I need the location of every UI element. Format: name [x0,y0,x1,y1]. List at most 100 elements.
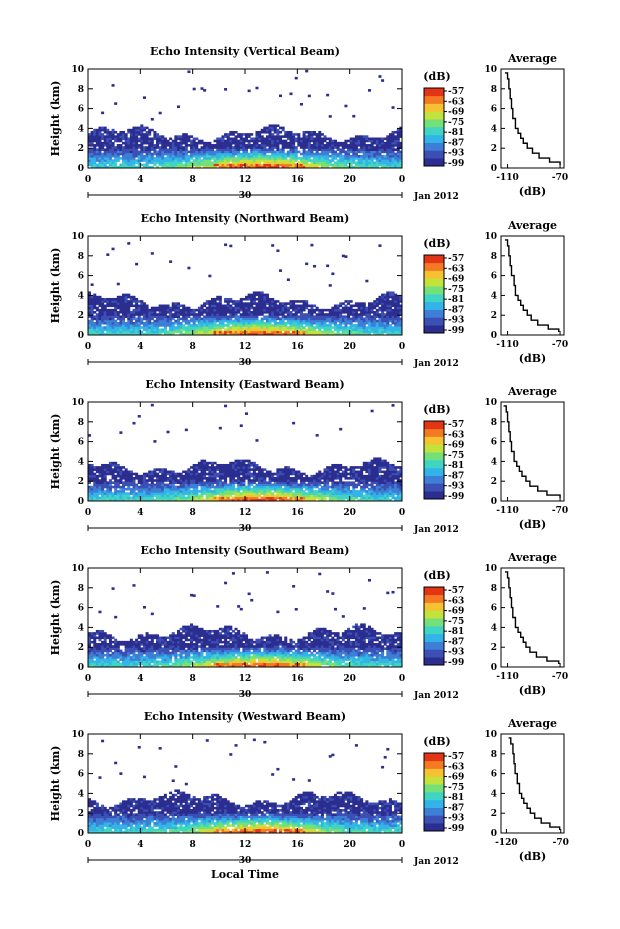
heatmap-cell [93,300,97,303]
heatmap-cell [93,492,97,495]
heatmap-cell [127,483,131,487]
heatmap-cell [203,161,207,165]
heatmap-cell [210,306,214,310]
heatmap-cell [307,152,311,156]
heatmap-cell [156,139,160,143]
heatmap-cell [347,152,351,156]
heatmap-cell [273,157,277,160]
heatmap-cell [210,297,214,301]
heatmap-cell [352,315,356,318]
heatmap-cell [263,126,267,130]
heatmap-cell [171,474,175,478]
heatmap-cell [299,163,303,167]
heatmap-cell [360,326,364,329]
heatmap-cell [391,135,395,138]
heatmap-cell [234,319,238,323]
heatmap-cell [218,477,222,480]
heatmap-cell [106,152,110,156]
heatmap-cell [299,308,303,312]
heatmap-cell [101,490,105,493]
heatmap-cell [357,148,361,151]
heatmap-cell [302,148,306,151]
heatmap-cell [237,311,241,314]
heatmap-cell [289,481,293,484]
heatmap-cell [289,306,293,310]
heatmap-cell [271,498,275,501]
heatmap-cell [169,494,173,498]
heatmap-cell [307,94,311,98]
heatmap-cell [268,311,272,314]
heatmap-cell [247,154,251,158]
heatmap-cell [93,293,97,297]
heatmap-cell [218,463,222,467]
heatmap-cell [349,137,353,141]
heatmap-cell [307,311,311,314]
heatmap-cell [231,146,235,149]
heatmap-cell [216,146,220,149]
heatmap-cell [98,157,102,160]
heatmap-cell [305,485,309,489]
heatmap-cell [88,487,92,491]
heatmap-cell [247,332,251,335]
heatmap-cell [231,474,235,478]
heatmap-cell [271,300,275,303]
heatmap-cell [156,330,160,334]
heatmap-cell [171,481,175,484]
heatmap-cell [341,326,345,329]
heatmap-cell [289,492,293,495]
heatmap-cell [114,165,118,168]
heatmap-cell [90,313,94,316]
heatmap-cell [197,461,201,465]
heatmap-cell [122,494,126,498]
heatmap-cell [307,139,311,143]
heatmap-cell [114,332,118,335]
heatmap-cell [383,146,387,149]
heatmap-cell [231,324,235,327]
heatmap-cell [161,487,165,491]
heatmap-cell [263,297,267,301]
heatmap-cell [156,487,160,491]
heatmap-cell [378,330,382,334]
heatmap-cell [234,313,238,316]
heatmap-cell [221,496,225,500]
heatmap-cell [192,144,196,147]
heatmap-cell [273,319,277,323]
heatmap-cell [200,146,204,149]
heatmap-cell [394,141,398,145]
heatmap-cell [229,461,233,465]
heatmap-cell [294,481,298,484]
heatmap-cell [396,313,400,316]
heatmap-cell [247,152,251,156]
heatmap-cell [239,321,243,325]
heatmap-cell [95,302,99,305]
heatmap-cell [98,324,102,327]
heatmap-cell [150,326,154,329]
heatmap-cell [158,152,162,156]
heatmap-cell [103,472,107,476]
heatmap-cell [163,494,167,498]
heatmap-cell [234,326,238,329]
heatmap-cell [98,313,102,316]
heatmap-cell [237,144,241,147]
heatmap-cell [229,321,233,325]
heatmap-cell [294,496,298,500]
heatmap-cell [229,308,233,312]
heatmap-cell [263,317,267,321]
heatmap-cell [98,496,102,500]
heatmap-cell [129,137,133,141]
heatmap-cell [347,319,351,323]
heatmap-cell [237,165,241,168]
heatmap-cell [192,87,196,91]
heatmap-cell [357,326,361,329]
heatmap-cell [276,137,280,141]
heatmap-cell [237,308,241,312]
heatmap-cell [116,139,120,143]
heatmap-cell [378,157,382,160]
heatmap-cell [106,319,110,323]
heatmap-cell [114,485,118,489]
heatmap-cell [122,483,126,487]
heatmap-cell [218,163,222,167]
heatmap-cell [208,496,212,500]
heatmap-cell [166,472,170,476]
heatmap-cell [279,481,283,484]
